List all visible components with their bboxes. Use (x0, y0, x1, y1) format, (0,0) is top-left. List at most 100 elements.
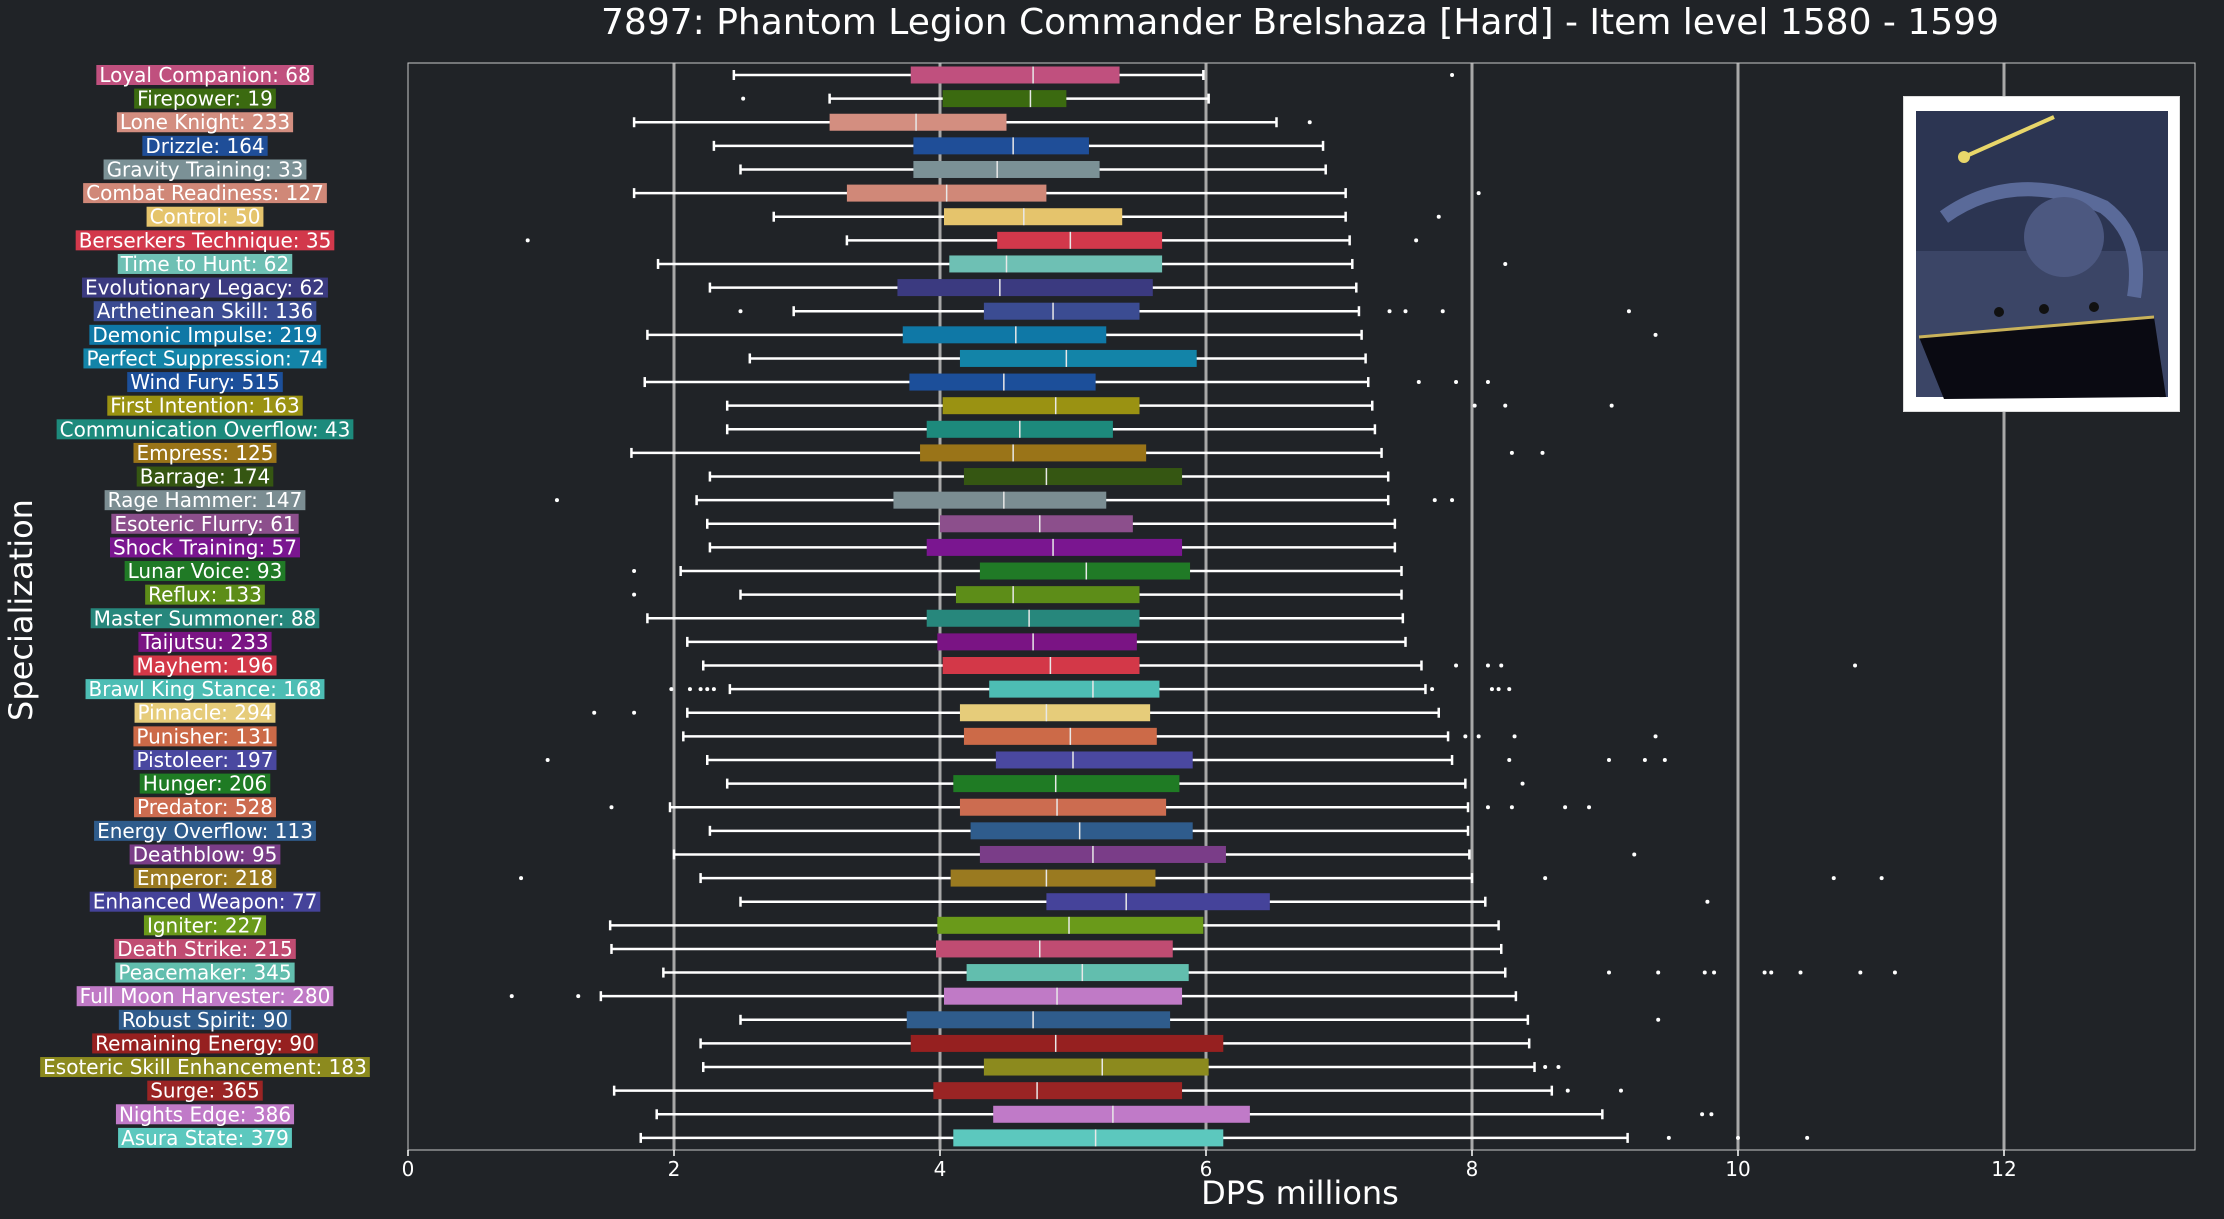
category-label: Master Summoner: 88 (90, 606, 320, 630)
outlier-point (1831, 876, 1836, 881)
iqr-box (942, 657, 1140, 674)
category-label-background (114, 938, 296, 959)
outlier-point (1440, 309, 1445, 314)
category-label-text: Igniter: 227 (147, 913, 263, 937)
category-label: Shock Training: 57 (109, 535, 301, 559)
category-label-background (116, 112, 294, 133)
box-row (772, 208, 1441, 226)
outlier-point (1503, 261, 1508, 266)
outlier-point (1454, 663, 1459, 668)
outlier-point (1476, 191, 1481, 196)
outlier-point (687, 687, 692, 692)
box-row (662, 964, 1897, 982)
category-label: Deathblow: 95 (129, 842, 281, 866)
category-label-background (56, 419, 354, 440)
category-label: Loyal Companion: 68 (96, 63, 314, 87)
y-axis-label: Specialization (2, 499, 40, 721)
category-label: Nights Edge: 386 (115, 1102, 295, 1126)
iqr-box (959, 704, 1151, 722)
iqr-box (906, 1011, 1171, 1029)
outlier-point (632, 710, 637, 715)
category-label: Combat Readiness: 127 (83, 181, 327, 205)
category-label: Pistoleer: 197 (133, 748, 277, 772)
box-row (519, 869, 1884, 887)
chart-title: 7897: Phantom Legion Commander Brelshaza… (601, 2, 1999, 43)
outlier-point (1472, 403, 1477, 408)
category-label: Remaining Energy: 90 (92, 1031, 318, 1055)
iqr-box (993, 1105, 1250, 1123)
category-label-text: Enhanced Weapon: 77 (93, 890, 318, 914)
category-label-background (134, 88, 276, 109)
category-label: Esoteric Flurry: 61 (111, 512, 299, 536)
outlier-point (738, 309, 743, 314)
category-label-background (127, 372, 283, 393)
outlier-point (1609, 403, 1614, 408)
outlier-point (545, 757, 550, 762)
box-row (639, 1129, 1810, 1147)
outlier-point (1626, 309, 1631, 314)
category-label-background (82, 277, 328, 298)
category-label-text: Berserkers Technique: 35 (79, 228, 332, 252)
iqr-box (829, 113, 1007, 131)
outlier-point (1705, 899, 1710, 904)
box-row (739, 893, 1710, 911)
category-label: First Intention: 163 (107, 394, 303, 418)
category-label-background (85, 679, 325, 700)
box-row (592, 704, 1440, 722)
category-label-text: Asura State: 379 (121, 1126, 289, 1150)
outlier-point (1656, 970, 1661, 975)
outlier-point (1702, 970, 1707, 975)
category-label-background (96, 65, 314, 85)
iqr-box (897, 279, 1153, 297)
outlier-point (1307, 120, 1312, 125)
outlier-point (1485, 380, 1490, 385)
outlier-point (1507, 687, 1512, 692)
category-label-background (111, 513, 299, 534)
iqr-box (943, 987, 1183, 1005)
category-label: Rage Hammer: 147 (104, 488, 306, 512)
iqr-box (979, 562, 1191, 580)
category-label-background (94, 820, 316, 841)
outlier-point (1485, 805, 1490, 810)
iqr-box (937, 916, 1204, 934)
box-row (738, 302, 1631, 320)
box-row (739, 1011, 1661, 1029)
category-label: Berserkers Technique: 35 (75, 228, 335, 252)
category-label-background (146, 206, 264, 227)
outlier-point (1509, 805, 1514, 810)
category-label-background (138, 631, 272, 652)
category-label-background (129, 844, 281, 865)
x-tick-label: 8 (1466, 1157, 1479, 1181)
iqr-box (979, 845, 1226, 863)
x-tick-label: 0 (402, 1157, 415, 1181)
category-label: Empress: 125 (133, 441, 277, 465)
outlier-point (1642, 757, 1647, 762)
category-label: Taijutsu: 233 (138, 630, 272, 654)
category-label: Death Strike: 215 (114, 937, 296, 961)
category-label-text: Death Strike: 215 (117, 937, 293, 961)
outlier-point (1618, 1088, 1623, 1093)
category-label: Asura State: 379 (118, 1126, 292, 1150)
outlier-point (1403, 309, 1408, 314)
outlier-point (1712, 970, 1717, 975)
box-row (708, 279, 1358, 297)
iqr-box (997, 231, 1163, 249)
outlier-point (1509, 450, 1514, 455)
category-label: Evolutionary Legacy: 62 (82, 276, 328, 300)
box-row (610, 940, 1503, 958)
category-label-background (133, 726, 277, 747)
outlier-point (1853, 663, 1858, 668)
box-row (706, 515, 1397, 533)
category-label-text: Empress: 125 (136, 441, 273, 465)
category-label-background (115, 1104, 295, 1125)
category-label-background (118, 1009, 292, 1030)
category-label-text: Shock Training: 57 (113, 535, 297, 559)
boss-artwork-icon (1916, 111, 2168, 399)
iqr-box (950, 869, 1156, 887)
outlier-point (1662, 757, 1667, 762)
box-row (612, 1082, 1623, 1100)
category-label-background (136, 466, 274, 487)
box-row (632, 586, 1403, 604)
outlier-point (711, 687, 716, 692)
category-label-text: Predator: 528 (137, 795, 273, 819)
